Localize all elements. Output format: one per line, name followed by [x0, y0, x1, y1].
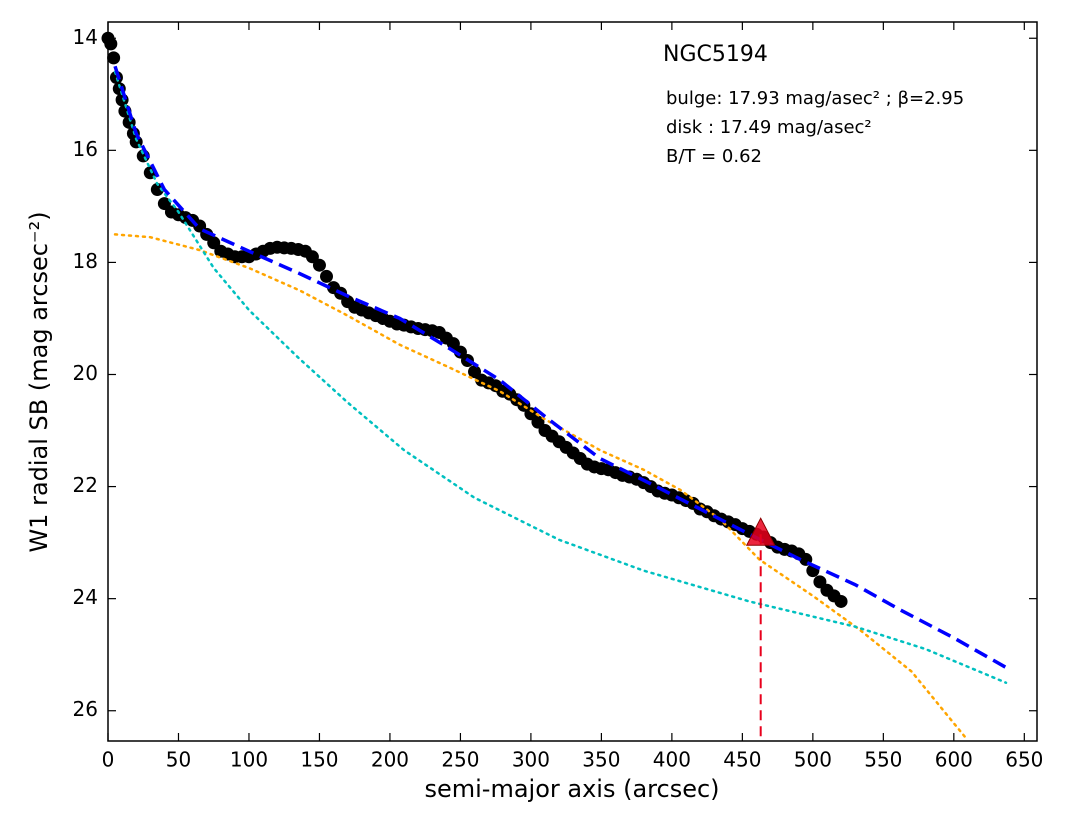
x-tick-label: 650: [1005, 748, 1043, 772]
y-tick-label: 24: [73, 585, 98, 609]
x-tick-label: 400: [653, 748, 691, 772]
x-tick-label: 600: [935, 748, 973, 772]
data-point: [150, 183, 164, 197]
y-tick-label: 20: [73, 361, 98, 385]
data-point: [104, 37, 118, 51]
y-tick-label: 22: [73, 473, 98, 497]
model-line: [113, 70, 1008, 684]
x-axis-label: semi-major axis (arcsec): [424, 775, 719, 803]
x-tick-label: 350: [582, 748, 620, 772]
y-tick-label: 14: [73, 25, 98, 49]
data-point: [115, 93, 129, 107]
y-tick-label: 16: [73, 137, 98, 161]
x-tick-label: 250: [441, 748, 479, 772]
data-point: [109, 70, 123, 84]
data-point: [320, 269, 334, 283]
annotation: bulge: 17.93 mag/asec² ; β=2.95: [666, 88, 964, 109]
model-line: [113, 65, 1012, 672]
chart-title: NGC5194: [663, 42, 768, 67]
model-line: [113, 233, 968, 741]
data-point: [107, 51, 121, 65]
x-tick-label: 500: [794, 748, 832, 772]
marker-triangle: [745, 517, 776, 546]
x-tick-label: 550: [864, 748, 902, 772]
x-tick-label: 0: [102, 748, 115, 772]
y-tick-label: 26: [73, 697, 98, 721]
data-point: [834, 594, 848, 608]
x-tick-label: 50: [166, 748, 191, 772]
x-tick-label: 150: [300, 748, 338, 772]
annotation: B/T = 0.62: [666, 146, 762, 167]
y-axis-label: W1 radial SB (mag arcsec⁻²): [25, 211, 53, 552]
x-tick-label: 100: [230, 748, 268, 772]
plot-frame: [107, 21, 1038, 742]
annotation: disk : 17.49 mag/asec²: [666, 117, 872, 138]
y-tick-label: 18: [73, 249, 98, 273]
x-tick-label: 450: [723, 748, 761, 772]
data-point: [312, 258, 326, 272]
x-tick-label: 200: [371, 748, 409, 772]
x-tick-label: 300: [512, 748, 550, 772]
